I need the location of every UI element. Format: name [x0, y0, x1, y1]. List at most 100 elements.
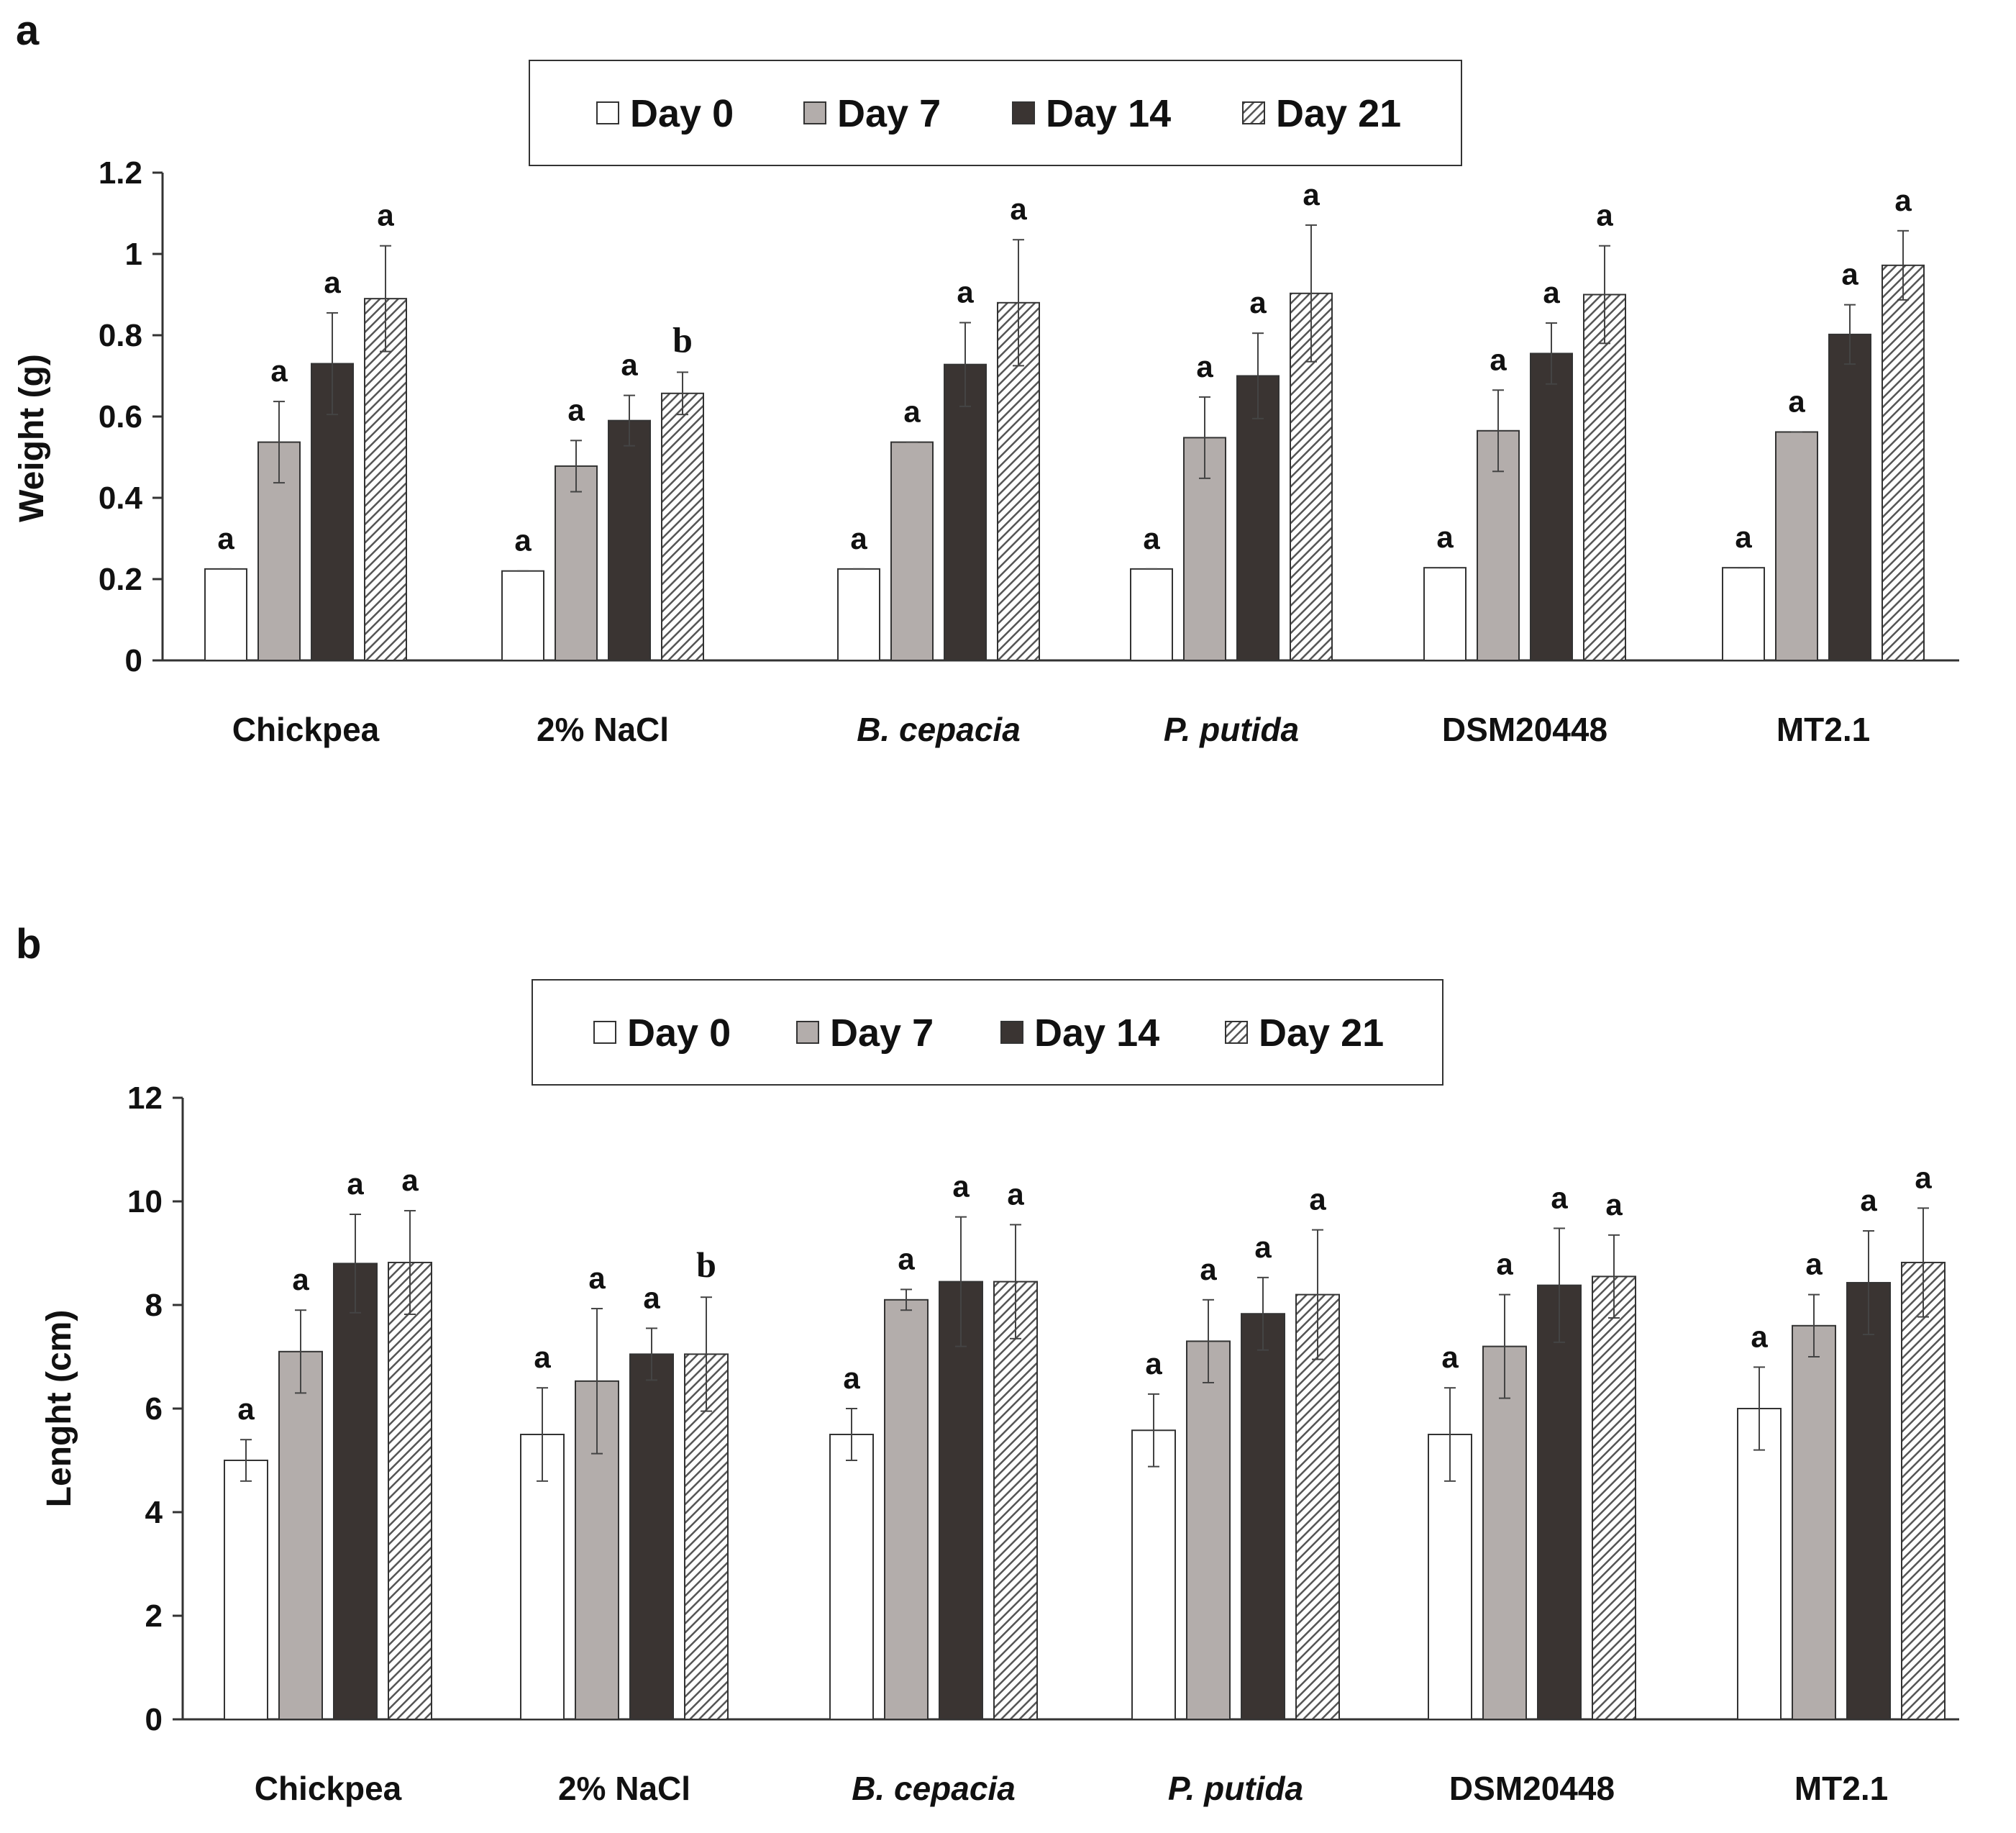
- significance-label: a: [514, 524, 532, 558]
- legend-swatch-day-0: [593, 1021, 616, 1044]
- legend-label-day-0: Day 0: [627, 1011, 731, 1055]
- bar-day-0: [501, 570, 544, 662]
- y-axis-title: Lenght (cm): [40, 1310, 78, 1508]
- category-label: DSM20448: [1449, 1770, 1615, 1807]
- significance-label: a: [643, 1281, 660, 1314]
- significance-label: a: [567, 393, 585, 427]
- significance-label: a: [217, 522, 234, 555]
- panel-a: a Day 0 Day 7 Day 14 Day 21 0 0.2 0.4 0.6 0.8 1 1.2…: [13, 7, 1959, 748]
- significance-label: a: [1436, 520, 1454, 554]
- bar-day-7: [890, 441, 934, 661]
- significance-label: a: [588, 1261, 606, 1295]
- bar-day-21: [388, 1261, 432, 1720]
- legend-label-day-0: Day 0: [630, 92, 734, 135]
- bar-day-21: [684, 1353, 729, 1721]
- y-tick-label: 10: [127, 1184, 163, 1219]
- significance-label: a: [1788, 384, 1805, 418]
- significance-label: a: [1894, 183, 1912, 217]
- significance-label: a: [270, 354, 288, 388]
- bar-day-21: [1583, 294, 1626, 661]
- bar-day-14: [1537, 1284, 1582, 1720]
- bar-day-7: [1792, 1324, 1836, 1721]
- y-tick-label: 6: [145, 1391, 163, 1427]
- legend-swatch-day-14: [1012, 101, 1035, 124]
- bar-day-0: [204, 568, 247, 661]
- bar-day-7: [1482, 1345, 1527, 1720]
- legend-label-day-14: Day 14: [1046, 92, 1171, 135]
- bar-day-14: [1846, 1282, 1891, 1721]
- y-tick-label: 1.2: [99, 155, 142, 191]
- bar-day-21: [1295, 1293, 1340, 1720]
- legend-label-day-21: Day 21: [1259, 1011, 1384, 1055]
- category-label: Chickpea: [255, 1770, 402, 1807]
- significance-label: a: [1735, 520, 1752, 554]
- significance-label: a: [1145, 1347, 1162, 1381]
- significance-label: a: [1490, 342, 1507, 376]
- significance-label: a: [1751, 1319, 1768, 1353]
- significance-label: a: [1303, 178, 1320, 212]
- bar-day-0: [1131, 1429, 1176, 1720]
- significance-label: a: [1143, 522, 1160, 555]
- significance-label: a: [621, 348, 638, 382]
- bar-day-0: [837, 568, 880, 661]
- legend-swatch-day-7: [796, 1021, 819, 1044]
- significance-label: a: [1605, 1188, 1623, 1222]
- y-tick-label: 1: [125, 237, 142, 272]
- bar-day-14: [1530, 352, 1573, 661]
- y-tick-label: 0.6: [99, 399, 142, 435]
- significance-label: a: [1496, 1247, 1513, 1281]
- category-label: 2% NaCl: [537, 711, 669, 748]
- panel-letter: b: [16, 921, 41, 968]
- significance-label: a: [952, 1170, 970, 1204]
- bar-day-14: [939, 1281, 983, 1720]
- significance-label: a: [957, 275, 974, 309]
- y-tick-label: 12: [127, 1081, 163, 1116]
- legend-label-day-7: Day 7: [837, 92, 941, 135]
- legend-swatch-day-0: [596, 101, 619, 124]
- bar-day-21: [1882, 264, 1925, 661]
- significance-label: a: [1915, 1160, 1932, 1194]
- significance-label: a: [903, 395, 921, 429]
- significance-label: a: [1860, 1183, 1877, 1217]
- category-label: B. cepacia: [852, 1770, 1016, 1807]
- category-label: Chickpea: [232, 711, 380, 748]
- significance-label: a: [1551, 1181, 1568, 1214]
- y-tick-label: 2: [145, 1598, 163, 1634]
- significance-label: a: [1841, 258, 1858, 291]
- significance-label: a: [1249, 286, 1267, 319]
- significance-label: a: [1254, 1230, 1272, 1264]
- bar-day-0: [829, 1434, 874, 1720]
- category-label: P. putida: [1164, 711, 1299, 748]
- significance-label: a: [292, 1263, 309, 1296]
- significance-label: a: [1196, 350, 1213, 383]
- y-tick-label: 4: [145, 1495, 163, 1530]
- bar-day-14: [1828, 333, 1871, 661]
- bar-day-21: [661, 392, 704, 661]
- bar-day-14: [608, 419, 651, 662]
- significance-label: a: [324, 265, 341, 299]
- significance-label: a: [1441, 1340, 1459, 1374]
- significance-label: a: [377, 199, 394, 232]
- bar-day-21: [1592, 1275, 1636, 1720]
- bar-day-7: [1775, 431, 1818, 661]
- panel-b: b Day 0 Day 7 Day 14 Day 21 0 2 4 6 8 10 12 Lenght (…: [16, 921, 1959, 1807]
- y-tick-label: 0.2: [99, 562, 142, 597]
- y-tick-label: 0: [145, 1702, 163, 1737]
- bar-day-21: [364, 298, 407, 661]
- bar-day-0: [224, 1460, 268, 1720]
- significance-label: a: [534, 1340, 551, 1374]
- bar-day-0: [1722, 567, 1765, 661]
- y-tick-label: 0: [125, 643, 142, 678]
- significance-label: a: [1596, 199, 1613, 232]
- significance-label: a: [850, 522, 867, 555]
- category-label: B. cepacia: [857, 711, 1021, 748]
- legend-box: [532, 979, 1443, 1086]
- legend-label-day-21: Day 21: [1276, 92, 1401, 135]
- legend-swatch-day-7: [803, 101, 826, 124]
- bar-day-0: [1737, 1408, 1782, 1720]
- legend-swatch-day-14: [1000, 1021, 1023, 1044]
- y-tick-label: 8: [145, 1288, 163, 1323]
- category-label: MT2.1: [1776, 711, 1870, 748]
- category-label: P. putida: [1168, 1770, 1303, 1807]
- bar-day-7: [555, 465, 598, 661]
